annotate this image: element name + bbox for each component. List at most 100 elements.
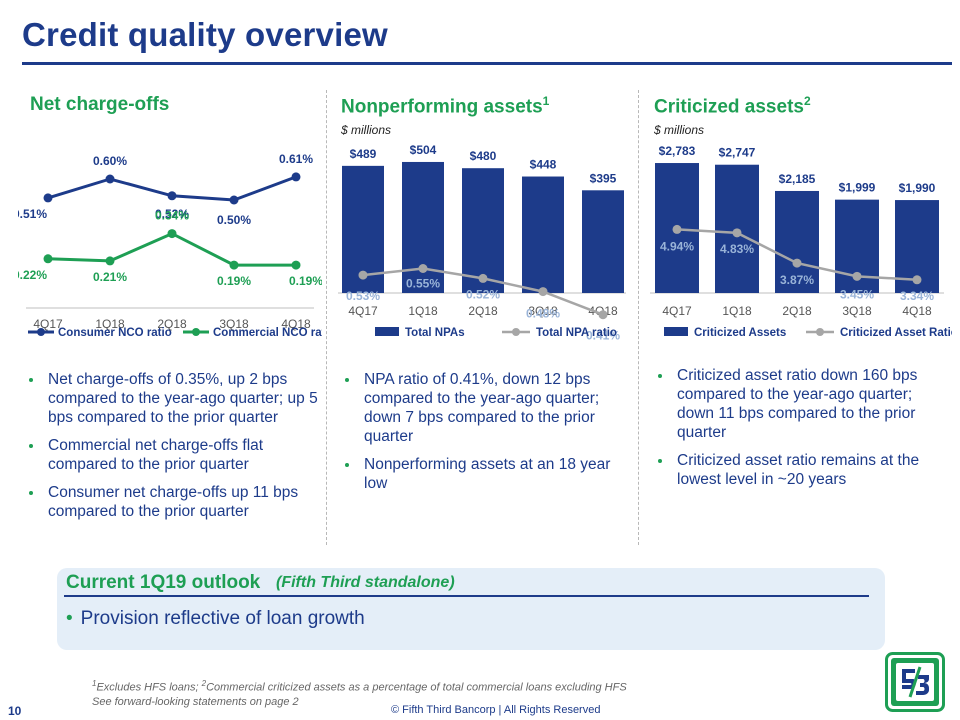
ratio-value-label: 0.52%: [466, 287, 500, 301]
page-title: Credit quality overview: [22, 16, 388, 53]
x-tick-label: 1Q18: [95, 317, 125, 331]
bar-value-label: $2,747: [719, 146, 756, 160]
ratio-point: [598, 310, 608, 320]
legend-marker: [816, 328, 824, 336]
nco-bullet: Commercial net charge-offs flat compared…: [44, 436, 318, 474]
crit-bullets: Criticized asset ratio down 160 bps comp…: [655, 366, 945, 498]
nco-bullet: Consumer net charge-offs up 11 bps compa…: [44, 483, 318, 521]
x-tick-label: 1Q18: [408, 304, 438, 318]
x-tick-label: 4Q17: [662, 304, 692, 318]
legend-label: Criticized Assets: [694, 327, 786, 339]
x-tick-label: 4Q17: [348, 304, 378, 318]
consumer-nco-point: [43, 193, 53, 203]
commercial-nco-point: [229, 260, 239, 270]
legend-swatch: [664, 327, 688, 336]
consumer-nco-point: [291, 172, 301, 182]
ratio-point: [418, 264, 428, 273]
footnote: 1Excludes HFS loans; 2Commercial critici…: [92, 679, 627, 708]
bar: [582, 190, 624, 293]
ratio-value-label: 0.48%: [526, 307, 560, 321]
commercial-nco-point: [43, 254, 53, 264]
ratio-value-label: 0.41%: [586, 329, 620, 343]
npa-bullets: NPA ratio of 0.41%, down 12 bps compared…: [342, 370, 632, 502]
column-divider: [326, 90, 327, 545]
legend-marker: [192, 328, 200, 336]
bar-value-label: $2,185: [779, 172, 816, 186]
title-rule: [22, 62, 952, 65]
npa-units-label: $ millions: [341, 123, 392, 137]
ratio-value-label: 4.94%: [660, 239, 694, 253]
legend-label: Total NPAs: [405, 327, 465, 339]
npa-bullet: Nonperforming assets at an 18 year low: [360, 455, 632, 493]
x-tick-label: 3Q18: [219, 317, 249, 331]
x-tick-label: 2Q18: [782, 304, 812, 318]
nco-section-title: Net charge-offs: [30, 94, 170, 115]
bar-value-label: $489: [350, 147, 377, 161]
legend-marker: [37, 328, 45, 336]
npa-section-title: Nonperforming assets1: [341, 94, 550, 118]
crit-section-title: Criticized assets2: [654, 94, 811, 118]
x-tick-label: 2Q18: [157, 317, 187, 331]
data-label: 0.34%: [155, 209, 189, 223]
data-label: 0.21%: [93, 270, 127, 284]
ratio-point: [732, 228, 742, 238]
page-number: 10: [8, 704, 22, 718]
bar: [522, 176, 564, 293]
legend-label: Criticized Asset Ratio: [840, 327, 952, 339]
data-label: 0.60%: [93, 154, 127, 168]
criticized-assets-bar-chart: $2,783 4Q17 $2,747 1Q18 $2,185 2Q18 $1,999 3Q18…: [650, 144, 952, 339]
consumer-nco-point: [229, 195, 239, 205]
ratio-point: [478, 273, 488, 283]
data-label: 0.52%: [155, 207, 189, 221]
outlook-title: Current 1Q19 outlook: [66, 572, 261, 593]
outlook-rule: [64, 595, 869, 597]
ratio-point: [538, 287, 548, 297]
nco-line-chart: 4Q17 1Q18 2Q18 3Q18 4Q18 0.51% 0.60% 0.52% 0.50%…: [18, 152, 322, 339]
npa-bar-chart: $4894Q17$5041Q18$4802Q18$4483Q18$3954Q18…: [338, 143, 626, 343]
data-label: 0.51%: [18, 207, 47, 221]
ratio-point: [358, 270, 368, 280]
ratio-value-label: 4.83%: [720, 242, 754, 256]
ratio-value-label: 0.53%: [346, 289, 380, 303]
ratio-point: [792, 258, 802, 268]
x-tick-label: 1Q18: [722, 304, 752, 318]
bar-value-label: $480: [470, 149, 497, 163]
consumer-nco-point: [167, 191, 177, 201]
bar-value-label: $504: [410, 143, 437, 157]
ratio-value-label: 3.45%: [840, 287, 874, 301]
bar-value-label: $448: [530, 158, 557, 172]
commercial-nco-line: [47, 231, 296, 267]
outlook-bullet: • Provision reflective of loan growth: [66, 608, 365, 629]
x-tick-label: 3Q18: [842, 304, 872, 318]
ratio-value-label: 3.34%: [900, 289, 934, 303]
x-tick-label: 4Q18: [281, 317, 311, 331]
bar: [462, 168, 504, 293]
bar-value-label: $1,999: [839, 181, 876, 195]
ratio-value-label: 3.87%: [780, 273, 814, 287]
bar-value-label: $2,783: [659, 144, 696, 158]
ratio-point: [852, 271, 862, 281]
fifth-third-logo-icon: [885, 652, 945, 712]
ratio-point: [912, 275, 922, 285]
crit-bullet: Criticized asset ratio remains at the lo…: [673, 451, 945, 489]
legend-label: Total NPA ratio: [536, 327, 617, 339]
legend-label: Consumer NCO ratio: [58, 327, 172, 339]
commercial-nco-point: [105, 256, 115, 266]
crit-bullet: Criticized asset ratio down 160 bps comp…: [673, 366, 945, 442]
data-label: 0.61%: [279, 152, 313, 166]
nco-bullet: Net charge-offs of 0.35%, up 2 bps compa…: [44, 370, 318, 427]
commercial-nco-point: [291, 260, 301, 270]
data-label: 0.50%: [217, 213, 251, 227]
data-label: 0.19%: [217, 274, 251, 288]
bar: [402, 161, 444, 293]
bar-value-label: $395: [590, 171, 617, 185]
data-label: 0.22%: [18, 268, 47, 282]
column-divider: [638, 90, 639, 545]
crit-units-label: $ millions: [654, 123, 705, 137]
x-tick-label: 2Q18: [468, 304, 498, 318]
outlook-panel: [57, 568, 885, 650]
bar: [775, 190, 819, 293]
data-label: 0.19%: [289, 274, 322, 288]
legend-swatch: [375, 327, 399, 336]
npa-bullet: NPA ratio of 0.41%, down 12 bps compared…: [360, 370, 632, 446]
